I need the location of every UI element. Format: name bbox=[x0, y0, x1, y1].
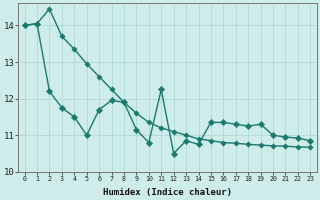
X-axis label: Humidex (Indice chaleur): Humidex (Indice chaleur) bbox=[103, 188, 232, 197]
